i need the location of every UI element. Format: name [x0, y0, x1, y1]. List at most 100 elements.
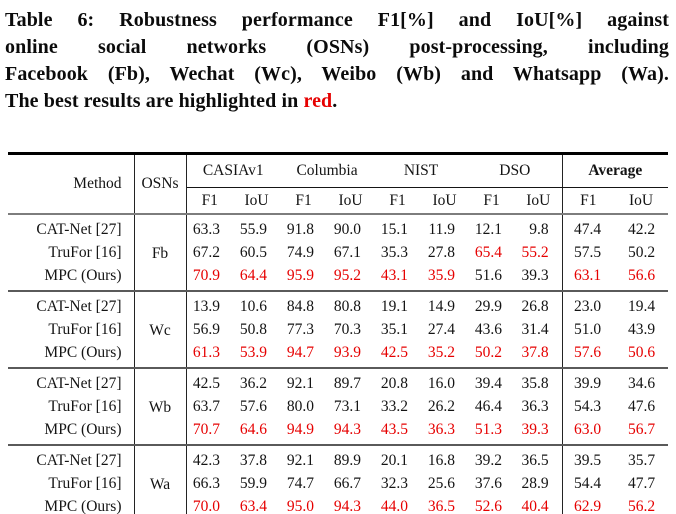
- value-cell: 70.9: [186, 264, 233, 292]
- table-header: Method OSNs CASIAv1 Columbia NIST DSO Av…: [8, 153, 669, 215]
- osn-group-wa: CAT-Net [27] Wa 42.3 37.8 92.1 89.9 20.1 16.8 39…: [8, 445, 668, 514]
- value-cell: 77.3: [286, 320, 315, 338]
- value-cell: 36.5: [515, 445, 563, 472]
- value-cell: 52.6: [474, 497, 503, 514]
- value-cell: 89.9: [333, 451, 362, 469]
- value-cell: 39.5: [573, 451, 602, 469]
- value-cell: 43.5: [374, 418, 422, 446]
- osn-cell: Wc: [134, 291, 187, 369]
- method-cell: TruFor [16]: [8, 395, 135, 418]
- value-cell: 29.9: [474, 297, 503, 315]
- value-cell: 35.8: [515, 368, 563, 395]
- value-cell: 37.8: [515, 341, 563, 369]
- table-row: TruFor [16] 63.7 57.6 80.0 73.1 33.2 26.2 46.4 3…: [8, 395, 668, 418]
- osn-group-fb: CAT-Net [27] Fb 63.3 55.9 91.8 90.0 15.1 11.9 12…: [8, 214, 669, 292]
- value-cell: 50.2: [468, 341, 516, 369]
- caption-red-word: red: [303, 90, 333, 112]
- value-cell: 34.6: [627, 374, 656, 392]
- value-cell: 63.0: [562, 418, 615, 446]
- col-subheader-f1: F1: [562, 187, 615, 215]
- method-cell: CAT-Net [27]: [8, 368, 135, 395]
- value-cell: 15.1: [380, 220, 409, 238]
- caption-line-4: The best results are highlighted in red.: [5, 88, 669, 115]
- method-cell: TruFor [16]: [8, 318, 135, 341]
- value-cell: 94.3: [333, 497, 362, 514]
- value-cell: 70.0: [192, 497, 220, 514]
- method-cell: MPC (Ours): [8, 264, 135, 292]
- value-cell: 39.3: [515, 264, 563, 292]
- value-cell: 47.7: [627, 474, 656, 492]
- col-subheader-iou: IoU: [614, 187, 669, 215]
- method-cell: MPC (Ours): [8, 495, 135, 514]
- method-cell: MPC (Ours): [8, 341, 135, 369]
- value-cell: 56.6: [614, 264, 669, 292]
- value-cell: 92.1: [286, 451, 315, 469]
- value-cell: 66.3: [192, 474, 220, 492]
- value-cell: 40.4: [515, 495, 563, 514]
- value-cell: 47.4: [573, 220, 602, 238]
- value-cell: 95.0: [286, 497, 315, 514]
- col-header-dso: DSO: [468, 153, 563, 188]
- col-subheader-iou: IoU: [421, 187, 469, 215]
- value-cell: 43.9: [627, 320, 656, 338]
- method-cell: TruFor [16]: [8, 472, 135, 495]
- method-cell: CAT-Net [27]: [8, 214, 135, 241]
- value-cell: 36.5: [427, 497, 456, 514]
- col-header-osns: OSNs: [134, 153, 187, 215]
- table-row: CAT-Net [27] Wa 42.3 37.8 92.1 89.9 20.1 16.8 39…: [8, 445, 668, 514]
- col-subheader-f1: F1: [186, 187, 233, 215]
- value-cell: 32.3: [380, 474, 409, 492]
- value-cell: 35.3: [380, 243, 409, 261]
- osn-cell: Wb: [134, 368, 187, 446]
- value-cell: 42.5: [192, 374, 220, 392]
- value-cell: 57.5: [573, 243, 602, 261]
- value-cell: 26.8: [515, 291, 563, 318]
- value-cell: 59.9: [239, 474, 268, 492]
- value-cell: 89.7: [333, 374, 362, 392]
- method-cell: MPC (Ours): [8, 418, 135, 446]
- value-cell: 70.3: [333, 320, 362, 338]
- value-cell: 51.3: [468, 418, 516, 446]
- value-cell: 27.8: [427, 243, 456, 261]
- value-cell: 16.0: [427, 374, 456, 392]
- value-cell: 63.7: [192, 397, 220, 415]
- table-row: MPC (Ours) 70.9 64.4 95.9 95.2 43.1 35.9 51.6 39…: [8, 264, 669, 292]
- value-cell: 35.7: [627, 451, 656, 469]
- table-row: CAT-Net [27] Fb 63.3 55.9 91.8 90.0 15.1 11.9 12…: [8, 214, 668, 292]
- value-cell: 42.2: [627, 220, 656, 238]
- value-cell: 56.7: [614, 418, 669, 446]
- value-cell: 39.2: [474, 451, 503, 469]
- table-row: TruFor [16] 66.3 59.9 74.7 66.7 32.3 25.6 37.6 2…: [8, 472, 668, 495]
- value-cell: 92.1: [286, 374, 315, 392]
- value-cell: 63.1: [562, 264, 615, 292]
- method-cell: CAT-Net [27]: [8, 291, 135, 318]
- table-row: CAT-Net [27] Wc 13.9 10.6 84.8 80.8 19.1 14.9 29…: [8, 291, 668, 369]
- value-cell: 63.3: [192, 220, 220, 238]
- value-cell: 90.0: [333, 220, 362, 238]
- value-cell: 50.2: [627, 243, 656, 261]
- value-cell: 16.8: [427, 451, 456, 469]
- value-cell: 67.2: [192, 243, 220, 261]
- value-cell: 57.6: [562, 341, 615, 369]
- value-cell: 14.9: [427, 297, 456, 315]
- value-cell: 35.2: [421, 341, 469, 369]
- col-subheader-iou: IoU: [233, 187, 281, 215]
- caption-line-4-text: The best results are highlighted in: [5, 90, 304, 112]
- value-cell: 70.7: [186, 418, 233, 446]
- value-cell: 91.8: [286, 220, 315, 238]
- value-cell: 74.9: [286, 243, 315, 261]
- value-cell: 42.3: [192, 451, 220, 469]
- col-subheader-f1: F1: [374, 187, 422, 215]
- value-cell: 36.3: [515, 395, 563, 418]
- value-cell: 35.9: [421, 264, 469, 292]
- value-cell: 73.1: [333, 397, 362, 415]
- value-cell: 60.5: [239, 243, 268, 261]
- value-cell: 13.9: [192, 297, 220, 315]
- value-cell: 20.1: [380, 451, 409, 469]
- col-subheader-iou: IoU: [327, 187, 375, 215]
- value-cell: 64.4: [233, 264, 281, 292]
- col-subheader-iou: IoU: [515, 187, 563, 215]
- value-cell: 39.4: [474, 374, 503, 392]
- col-subheader-f1: F1: [280, 187, 328, 215]
- osn-group-wb: CAT-Net [27] Wb 42.5 36.2 92.1 89.7 20.8 16.0 39…: [8, 368, 669, 446]
